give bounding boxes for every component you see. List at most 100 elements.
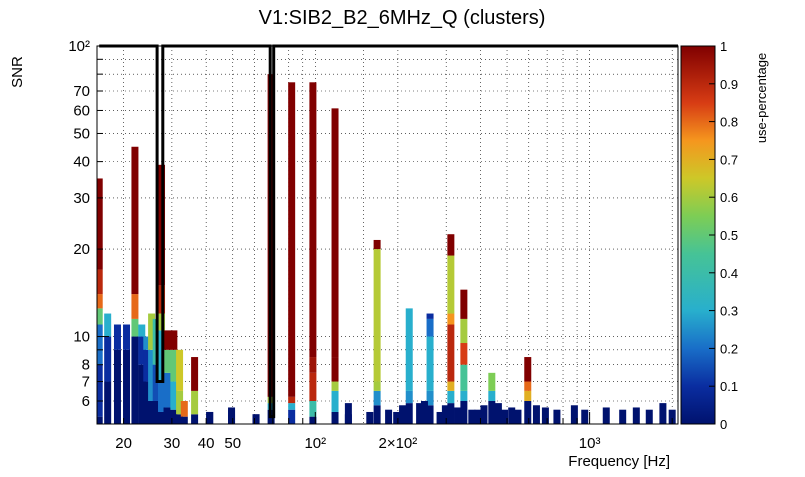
heatmap-cell: [143, 381, 151, 424]
heatmap-cell: [309, 372, 317, 401]
heatmap-cell: [405, 390, 413, 404]
heatmap-cell: [619, 409, 627, 424]
heatmap-cell: [405, 308, 413, 391]
colorbar-tick-label: 0.7: [720, 152, 738, 167]
heatmap-cell: [191, 357, 199, 391]
heatmap-cell: [480, 405, 488, 424]
heatmap-cell: [460, 289, 468, 319]
heatmap-cell: [152, 400, 160, 424]
plot-area: [97, 46, 678, 424]
colorbar-label: use-percentage: [754, 53, 769, 143]
heatmap-cell: [104, 313, 112, 337]
heatmap-cell: [180, 416, 188, 424]
y-tick-label: 8: [82, 357, 90, 374]
colorbar-tick-label: 0.8: [720, 115, 738, 130]
heatmap-cell: [288, 396, 296, 404]
heatmap-cell: [393, 411, 401, 424]
y-tick-label: 20: [73, 241, 90, 258]
heatmap-cell: [474, 409, 482, 424]
heatmap-cell: [501, 409, 509, 424]
heatmap-cell: [524, 390, 532, 401]
heatmap-cell: [488, 400, 496, 424]
heatmap-cell: [541, 407, 549, 424]
heatmap-cell: [331, 381, 339, 391]
y-tick-label: 70: [73, 83, 90, 100]
heatmap-cell: [288, 403, 296, 410]
heatmap-cell: [460, 364, 468, 391]
heatmap-cell: [148, 313, 156, 350]
heatmap-cell: [113, 349, 121, 424]
heatmap-cell: [331, 411, 339, 424]
x-tick-label: 20: [115, 435, 132, 452]
heatmap-cell: [97, 324, 103, 365]
heatmap-cell: [143, 336, 151, 350]
heatmap-cell: [420, 400, 428, 424]
heatmap-cell: [426, 313, 434, 319]
heatmap-cell: [252, 414, 260, 424]
heatmap-cell: [163, 407, 171, 424]
heatmap-cell: [288, 409, 296, 424]
y-tick-label: 60: [73, 102, 90, 119]
heatmap-cell: [170, 409, 178, 424]
y-tick-label: 40: [73, 154, 90, 171]
heatmap-cell: [447, 390, 455, 404]
heatmap-cell: [148, 400, 156, 424]
heatmap-cell: [385, 409, 393, 424]
x-axis-ticks: 20 30 40 50 10² 2×10² 10³: [115, 412, 673, 452]
heatmap-cell: [180, 400, 188, 417]
heatmap-cell: [524, 400, 532, 424]
heatmap-cell: [373, 249, 381, 382]
colorbar-ticks: 0 0.1 0.2 0.3 0.4 0.5 0.6 0.7 0.8 0.9 1: [709, 39, 738, 432]
heatmap-cell: [373, 405, 381, 424]
heatmap-cell: [331, 390, 339, 412]
heatmap-cell: [553, 409, 561, 424]
heatmap-cell: [97, 178, 103, 270]
y-axis-label: SNR: [9, 56, 26, 88]
heatmap-cell: [97, 364, 103, 417]
heatmap-cell: [104, 336, 112, 382]
heatmap-cell: [524, 381, 532, 391]
heatmap-cell: [645, 409, 653, 424]
chart-title: V1:SIB2_B2_6MHz_Q (clusters): [259, 7, 546, 29]
heatmap-cell: [468, 409, 476, 424]
heatmap-cell: [138, 364, 146, 424]
y-tick-label: 6: [82, 393, 90, 410]
y-tick-label: 7: [82, 374, 90, 391]
heatmap-cell: [97, 416, 103, 424]
heatmap-cell: [447, 255, 455, 314]
heatmap-cell: [405, 403, 413, 424]
y-tick-label: 30: [73, 190, 90, 207]
heatmap-cell: [373, 381, 381, 391]
heatmap-cell: [123, 324, 131, 350]
heatmap-cell: [131, 336, 139, 424]
plot-frame: [96, 45, 679, 425]
heatmap-cell: [514, 409, 522, 424]
heatmap-cell: [138, 336, 146, 365]
heatmap-cell: [659, 403, 667, 424]
colorbar-tick-label: 0: [720, 417, 727, 432]
heatmap-cell: [668, 409, 676, 424]
heatmap-cell: [494, 403, 502, 424]
heatmap-cell: [454, 407, 462, 424]
heatmap-cell: [524, 357, 532, 382]
heatmap-cell: [138, 324, 146, 337]
x-tick-label: 10³: [579, 435, 601, 452]
heatmap-cell: [97, 308, 103, 325]
heatmap-cell: [158, 411, 166, 424]
heatmap-cell: [170, 330, 178, 350]
heatmap-cell: [570, 405, 578, 424]
heatmap-cell: [309, 357, 317, 373]
heatmap-cell: [163, 372, 171, 408]
y-axis-ticks: 6 78 10 20 30 40 50 60 70 10²: [68, 38, 109, 425]
heatmap-cell: [206, 411, 214, 424]
heatmap-cell: [97, 269, 103, 295]
heatmap-cell: [170, 349, 178, 382]
heatmap-cell: [447, 403, 455, 424]
heatmap-cell: [460, 343, 468, 365]
colorbar-tick-label: 0.1: [720, 379, 738, 394]
colorbar-tick-label: 0.3: [720, 304, 738, 319]
heatmap-cell: [602, 407, 610, 424]
heatmap-cell: [131, 294, 139, 319]
